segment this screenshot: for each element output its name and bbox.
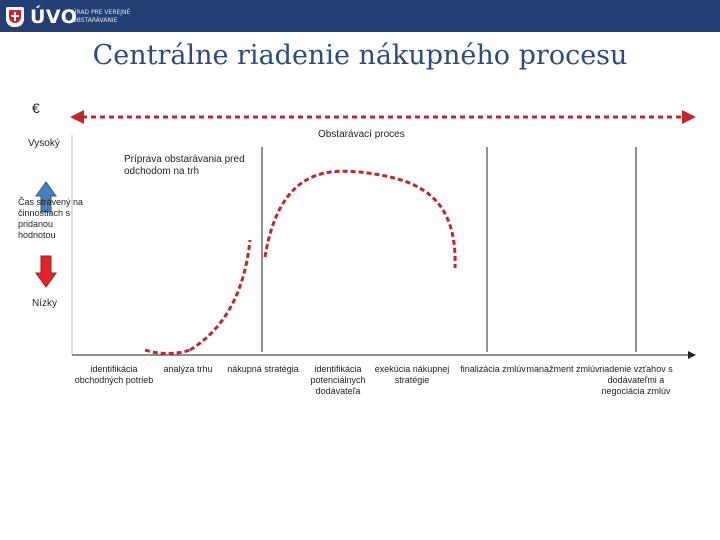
stage-label: identifikácia obchodných potrieb [74,364,154,385]
process-arrow-left-head [70,110,84,124]
process-label: Obstarávací proces [318,129,405,140]
stage-label: riadenie vzťahov s dodávateľmi a negociá… [599,364,673,396]
uvo-logo: ÚVO ÚRAD PRE VEREJNÉ OBSTARÁVANIE [6,6,196,28]
effort-curve-rise [189,239,252,352]
y-axis-label: Čas strávený na činnostiach s pridanou h… [18,197,84,240]
stage-label: finalizácia zmlúv [460,364,526,374]
low-label: Nízky [32,298,57,309]
arrow-down-icon [35,255,57,288]
currency-label: € [32,100,40,116]
high-label: Vysoký [28,138,60,149]
effort-curve-dip [144,348,191,355]
preparation-label: Príprava obstarávania pred odchodom na t… [124,154,245,177]
arrow-up-icon [35,181,57,213]
stage-label: manažment zmlúv [526,364,600,374]
effort-curve-peak [263,169,457,269]
process-arrow-right-head [682,110,696,124]
logo-text: ÚRAD PRE VEREJNÉ OBSTARÁVANIE [72,9,131,24]
stage-label: exekúcia nákupnej stratégie [374,364,450,385]
stage-label: analýza trhu [163,364,213,374]
page-title: Centrálne riadenie nákupného procesu [92,40,628,71]
coat-of-arms-icon [6,7,24,27]
header-bar: ÚVO ÚRAD PRE VEREJNÉ OBSTARÁVANIE [0,0,720,32]
logo-mark: ÚVO [30,6,78,28]
x-axis-arrowhead [688,351,696,359]
stage-label: nákupná stratégia [227,364,299,374]
stage-label: identifikácia potenciálnych dodávateľa [310,364,366,396]
